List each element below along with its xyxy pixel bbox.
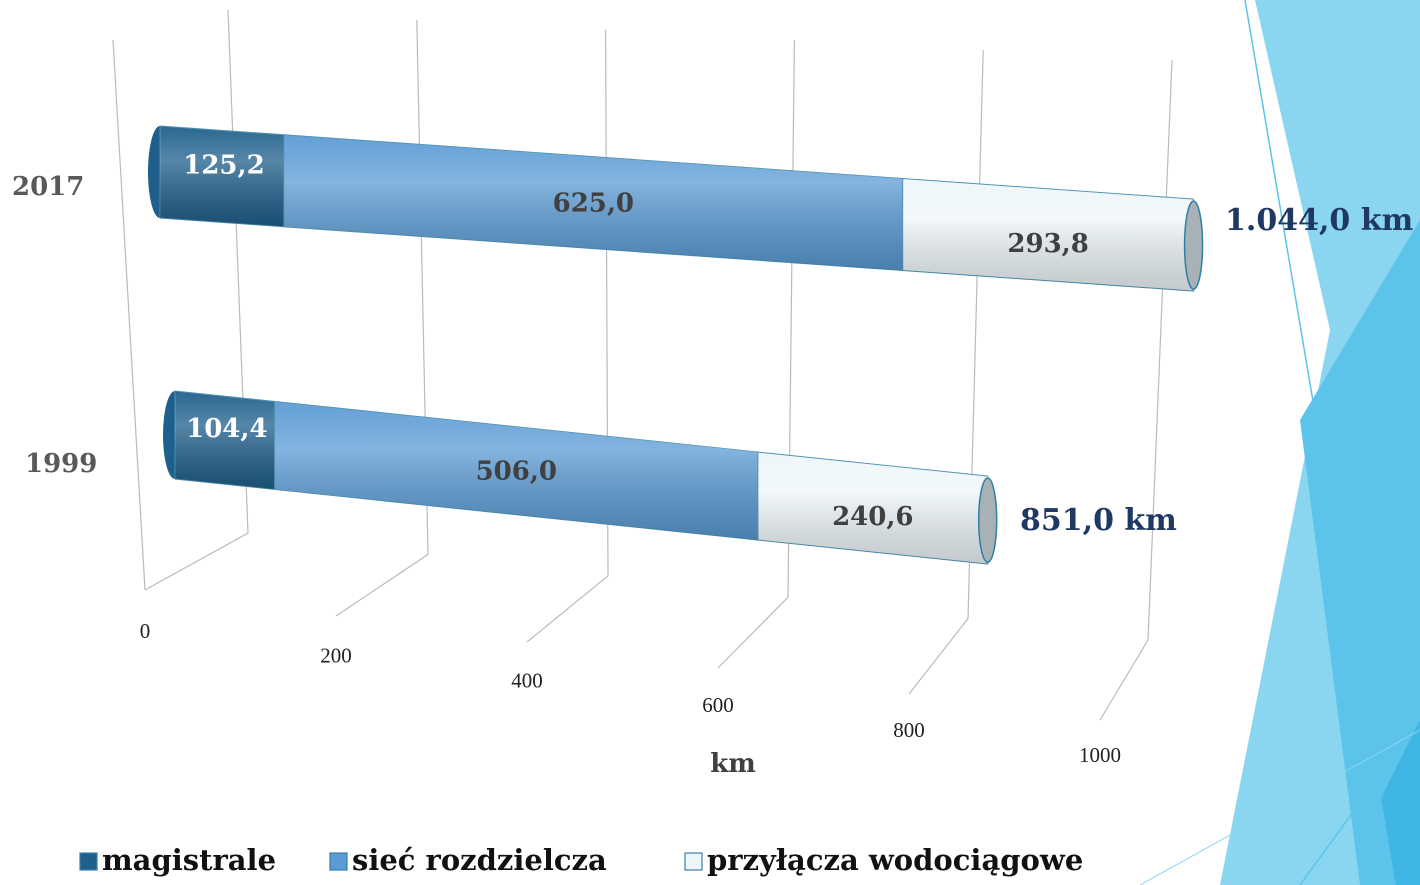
grid-line xyxy=(527,30,608,642)
legend-label: przyłącza wodociągowe xyxy=(707,843,1083,877)
value-label: 625,0 xyxy=(553,189,634,219)
grid-line xyxy=(1100,60,1172,720)
x-tick-label: 1000 xyxy=(1079,743,1121,767)
value-label: 506,0 xyxy=(476,457,557,487)
total-label: 851,0 km xyxy=(1020,503,1177,538)
bar-row: 104,4 506,0 240,6 xyxy=(163,391,997,564)
legend-swatch xyxy=(685,853,702,870)
category-label: 2017 xyxy=(12,172,84,202)
x-tick-label: 400 xyxy=(511,668,543,692)
x-tick-label: 800 xyxy=(893,718,925,742)
x-tick-label: 600 xyxy=(702,693,734,717)
decoration xyxy=(1140,0,1420,885)
bar-end xyxy=(979,478,997,562)
chart: km 020040060080010002017125,2625,0293,81… xyxy=(0,0,1420,885)
legend-swatch xyxy=(330,853,347,870)
grid-line xyxy=(145,10,248,590)
x-tick-label: 0 xyxy=(140,619,151,643)
grid-line xyxy=(336,20,428,616)
value-label: 125,2 xyxy=(183,150,264,180)
value-label: 293,8 xyxy=(1007,229,1088,259)
x-tick-label: 200 xyxy=(320,644,352,668)
x-axis-label: km xyxy=(710,749,756,779)
value-label: 104,4 xyxy=(186,414,267,444)
bar-row: 125,2 625,0 293,8 xyxy=(148,126,1203,291)
legend-label: magistrale xyxy=(102,843,276,877)
grid-line xyxy=(909,50,983,694)
category-label: 1999 xyxy=(25,449,97,479)
total-label: 1.044,0 km xyxy=(1225,203,1413,238)
legend-label: sieć rozdzielcza xyxy=(352,843,607,877)
grid-line xyxy=(718,40,794,668)
axis-wall xyxy=(113,40,145,590)
bar-end xyxy=(1185,201,1203,289)
value-label: 240,6 xyxy=(832,502,913,532)
legend-swatch xyxy=(80,853,97,870)
